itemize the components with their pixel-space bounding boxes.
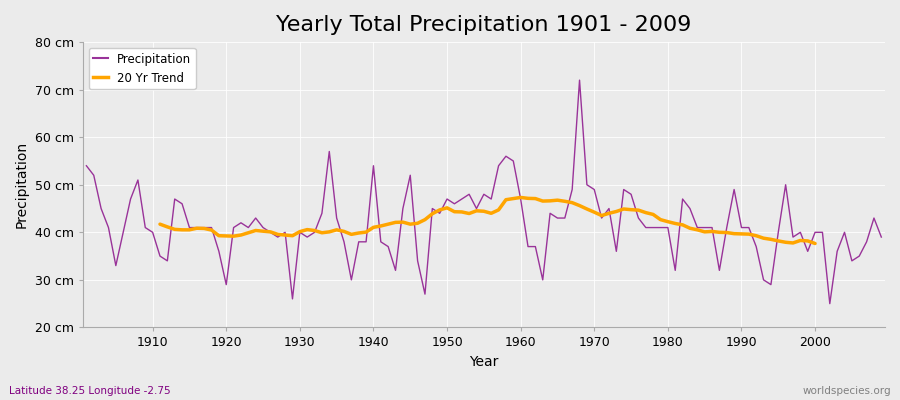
20 Yr Trend	[516, 195, 526, 200]
Line: 20 Yr Trend: 20 Yr Trend	[160, 198, 815, 244]
Precipitation	[574, 78, 585, 82]
Legend: Precipitation, 20 Yr Trend: Precipitation, 20 Yr Trend	[88, 48, 196, 89]
20 Yr Trend	[788, 240, 798, 245]
Title: Yearly Total Precipitation 1901 - 2009: Yearly Total Precipitation 1901 - 2009	[276, 15, 691, 35]
Precipitation	[302, 235, 312, 240]
Y-axis label: Precipitation: Precipitation	[15, 141, 29, 228]
Precipitation	[81, 163, 92, 168]
20 Yr Trend	[354, 230, 364, 235]
20 Yr Trend	[721, 230, 732, 235]
Line: Precipitation: Precipitation	[86, 80, 881, 304]
Precipitation	[876, 235, 886, 240]
20 Yr Trend	[706, 229, 717, 234]
Precipitation	[824, 301, 835, 306]
20 Yr Trend	[155, 222, 166, 226]
Text: worldspecies.org: worldspecies.org	[803, 386, 891, 396]
Precipitation	[508, 158, 518, 163]
Precipitation	[516, 197, 526, 202]
X-axis label: Year: Year	[469, 355, 499, 369]
20 Yr Trend	[618, 206, 629, 211]
20 Yr Trend	[243, 230, 254, 235]
Text: Latitude 38.25 Longitude -2.75: Latitude 38.25 Longitude -2.75	[9, 386, 171, 396]
Precipitation	[611, 249, 622, 254]
20 Yr Trend	[810, 241, 821, 246]
Precipitation	[346, 278, 356, 282]
Precipitation	[140, 225, 150, 230]
